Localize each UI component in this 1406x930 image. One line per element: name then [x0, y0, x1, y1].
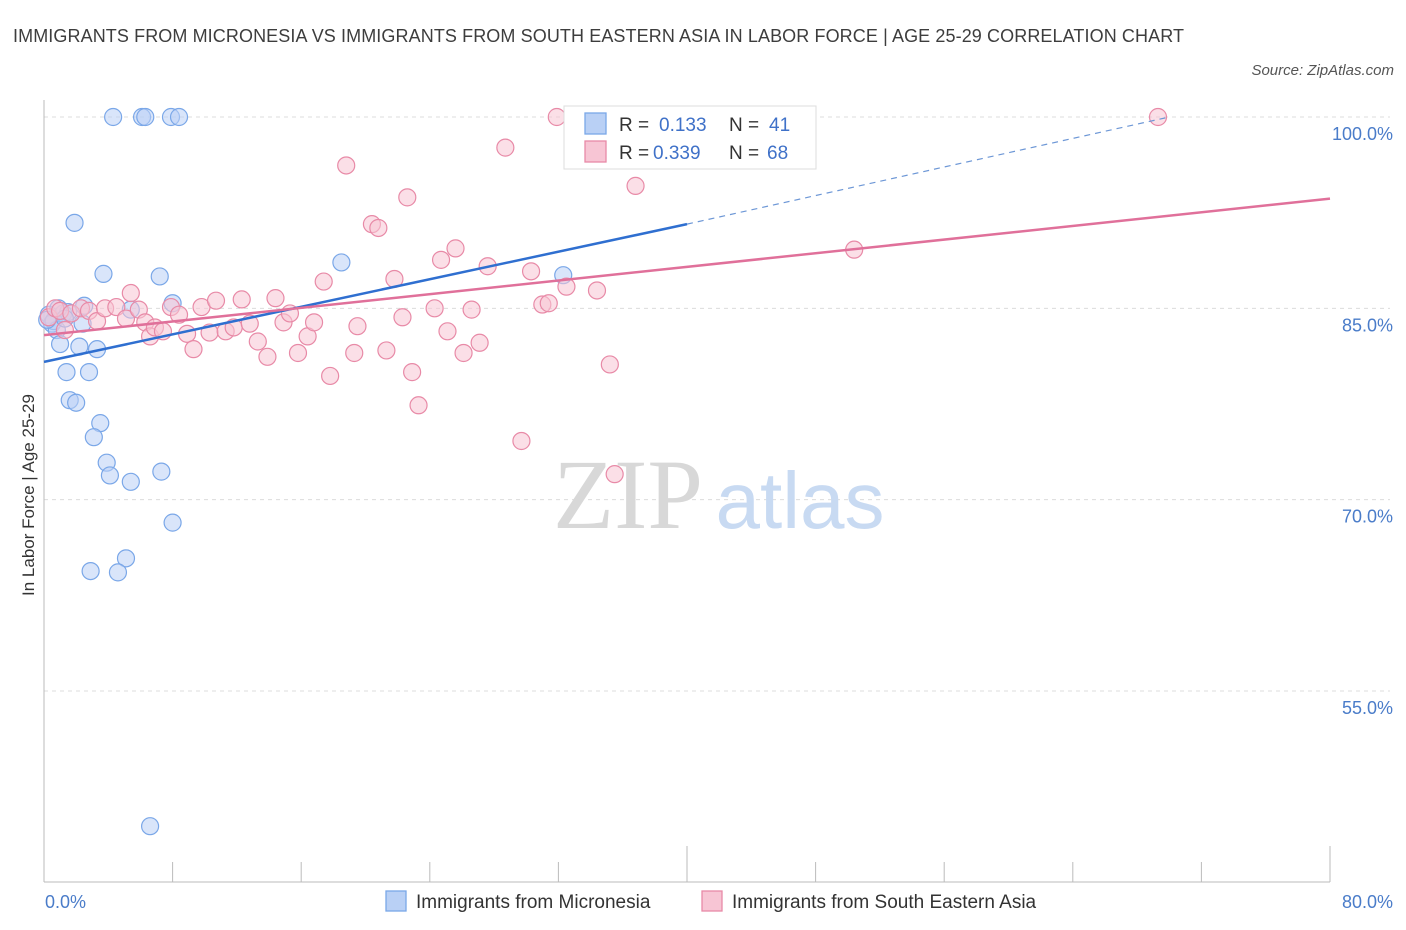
- point-series1-55: [470, 333, 489, 352]
- point-series1-42: [369, 218, 388, 238]
- point-series1-11: [121, 283, 140, 303]
- grid-lines: [44, 116, 1390, 692]
- point-series1-52: [446, 239, 465, 258]
- stats-n-value-micronesia: 41: [769, 115, 790, 136]
- trend-lines: [43, 116, 1331, 364]
- point-series1-61: [547, 107, 566, 127]
- y-tick-label-0: 55.0%: [1342, 698, 1393, 718]
- y-tick-label-1: 70.0%: [1342, 507, 1393, 527]
- stats-swatch-sea: [584, 140, 607, 163]
- stats-r-label-sea: R =: [619, 143, 649, 164]
- point-series1-35: [304, 313, 324, 332]
- point-series1-20: [184, 340, 203, 359]
- point-series1-69: [496, 138, 515, 157]
- point-series0-22: [116, 549, 136, 568]
- point-series0-23: [108, 563, 128, 582]
- point-series1-58: [521, 262, 541, 281]
- legend-label-sea: Immigrants from South Eastern Asia: [732, 892, 1037, 913]
- stats-r-value-sea: 0.339: [653, 143, 701, 164]
- point-series1-66: [626, 176, 645, 195]
- point-series1-43: [377, 341, 396, 360]
- stats-n-label-micronesia: N =: [729, 115, 759, 136]
- point-series0-28: [136, 107, 155, 127]
- point-series0-9: [57, 363, 76, 382]
- point-series0-11: [67, 393, 86, 412]
- point-series1-54: [462, 300, 481, 319]
- trend-line-micronesia-extension: [686, 116, 1170, 225]
- point-series1-23: [206, 291, 226, 310]
- tick-labels: 55.0% 70.0% 85.0% 100.0% 0.0% 80.0%: [45, 124, 1393, 912]
- point-series1-38: [337, 156, 356, 175]
- y-axis-label: In Labor Force | Age 25-29: [19, 394, 38, 596]
- point-series1-29: [258, 347, 277, 366]
- point-series1-37: [321, 366, 340, 386]
- legend-swatch-sea: [701, 890, 723, 912]
- y-tick-label-2: 85.0%: [1342, 315, 1393, 335]
- point-series0-12: [79, 363, 99, 382]
- point-series1-30: [266, 289, 285, 308]
- series-legend: Immigrants from Micronesia Immigrants fr…: [385, 890, 1037, 913]
- point-series1-63: [587, 281, 607, 300]
- point-series0-36: [332, 253, 351, 272]
- legend-swatch-micronesia: [385, 890, 407, 912]
- point-series0-21: [163, 513, 182, 532]
- point-series1-28: [248, 332, 267, 351]
- chart-title: IMMIGRANTS FROM MICRONESIA VS IMMIGRANTS…: [13, 26, 1185, 46]
- point-series1-53: [454, 343, 473, 363]
- point-series1-33: [288, 343, 308, 363]
- trend-line-micronesia: [43, 222, 688, 364]
- point-series0-26: [104, 107, 123, 127]
- point-series1-19: [177, 324, 197, 343]
- point-series1-65: [605, 465, 624, 484]
- point-series0-31: [65, 213, 84, 232]
- stats-r-value-micronesia: 0.133: [659, 115, 707, 136]
- watermark-zip: ZIP: [553, 439, 703, 550]
- point-series1-18: [169, 305, 189, 324]
- data-points: [38, 107, 1168, 836]
- point-series0-20: [152, 462, 171, 481]
- point-series0-33: [150, 267, 169, 286]
- point-series1-40: [348, 317, 367, 336]
- axes: [43, 100, 1331, 883]
- point-series1-36: [314, 272, 333, 291]
- y-tick-label-3: 100.0%: [1332, 124, 1393, 144]
- point-series0-19: [121, 472, 140, 491]
- point-series1-64: [600, 355, 619, 374]
- point-series1-39: [345, 343, 364, 363]
- point-series1-3: [55, 320, 74, 340]
- stats-r-label-micronesia: R =: [619, 115, 649, 136]
- point-series1-49: [425, 299, 444, 318]
- x-tick-label-1: 80.0%: [1342, 892, 1393, 912]
- point-series1-50: [431, 250, 451, 269]
- point-series0-30: [169, 107, 189, 127]
- stats-n-value-sea: 68: [767, 143, 788, 164]
- point-series0-18: [100, 466, 120, 485]
- legend-label-micronesia: Immigrants from Micronesia: [416, 892, 651, 913]
- point-series1-26: [232, 290, 251, 309]
- watermark-atlas: atlas: [716, 456, 885, 545]
- stats-legend: R = 0.133 N = 41 R = 0.339 N = 68: [563, 105, 817, 170]
- watermark: ZIP atlas: [553, 439, 884, 550]
- x-tick-label-0: 0.0%: [45, 892, 86, 912]
- point-series0-25: [140, 817, 160, 836]
- point-series1-46: [398, 188, 417, 207]
- point-series1-57: [512, 431, 531, 451]
- point-series1-68: [1148, 107, 1168, 127]
- point-series1-51: [438, 322, 457, 341]
- point-series1-62: [557, 277, 576, 296]
- chart-source: Source: ZipAtlas.com: [1251, 62, 1394, 79]
- point-series0-16: [84, 428, 103, 447]
- point-series1-45: [393, 308, 412, 327]
- stats-swatch-micronesia: [584, 112, 607, 135]
- stats-n-label-sea: N =: [729, 143, 759, 164]
- point-series1-48: [409, 396, 428, 415]
- point-series0-32: [94, 264, 113, 283]
- point-series1-60: [539, 294, 558, 313]
- trend-line-sea: [43, 197, 1331, 337]
- point-series0-24: [81, 561, 100, 581]
- point-series1-47: [403, 363, 422, 382]
